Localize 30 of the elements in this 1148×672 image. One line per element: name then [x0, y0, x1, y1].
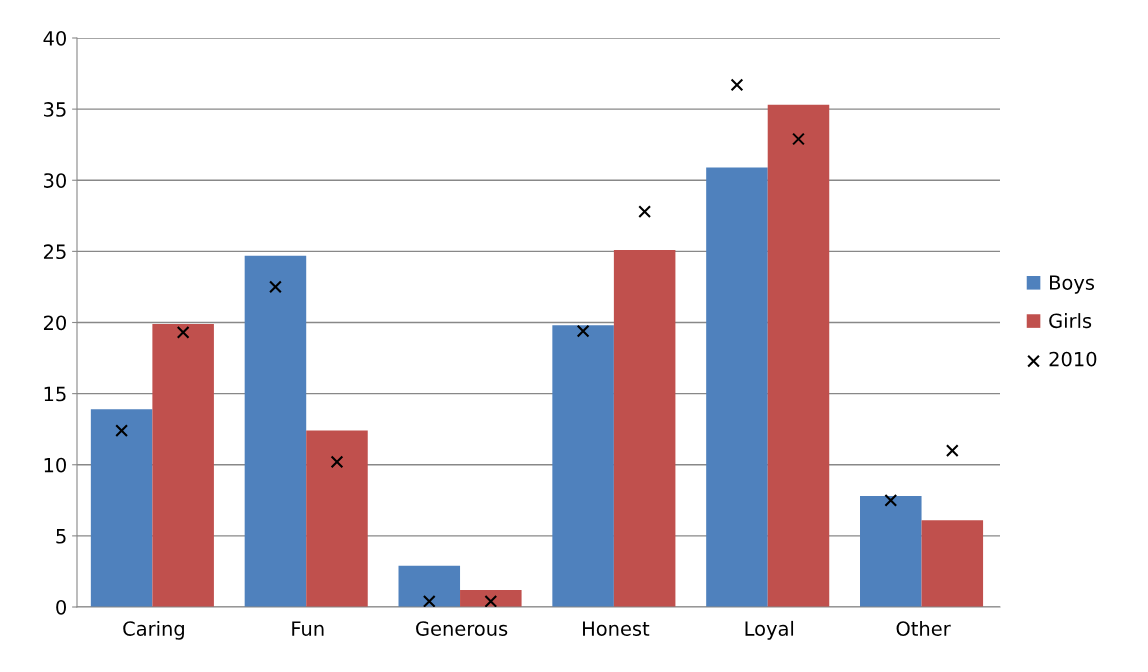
y-tick-label: 25 — [43, 244, 66, 260]
x-tick-label: Caring — [123, 620, 184, 640]
bar — [398, 565, 461, 607]
x-tick-label: Generous — [416, 621, 508, 636]
x-tick-label: Honest — [583, 621, 650, 636]
bar — [152, 323, 214, 607]
x-tick-label: Fun — [292, 621, 324, 636]
bar — [306, 430, 368, 607]
y-tick-label: 15 — [44, 386, 66, 402]
y-tick-label: 10 — [44, 457, 66, 473]
bar — [460, 589, 522, 607]
legend-label: Boys — [1050, 275, 1095, 294]
y-tick-label: 30 — [44, 173, 66, 188]
bar — [921, 520, 984, 607]
y-tick-label: 0 — [56, 599, 66, 615]
bar — [244, 255, 307, 607]
x-tick-label: Other — [896, 620, 951, 636]
y-tick-label: 5 — [56, 529, 66, 544]
y-tick-label: 20 — [43, 315, 66, 331]
y-tick-label: 35 — [44, 102, 66, 117]
bar — [552, 325, 614, 607]
y-tick-label: 40 — [43, 30, 66, 46]
x-tick-label: Loyal — [745, 620, 794, 640]
legend-label: 2010 — [1049, 351, 1097, 367]
bar — [767, 104, 830, 607]
bar — [706, 167, 768, 607]
legend-label: Girls — [1049, 313, 1092, 329]
bar — [90, 409, 153, 607]
bar — [613, 249, 676, 607]
bar — [860, 496, 922, 607]
